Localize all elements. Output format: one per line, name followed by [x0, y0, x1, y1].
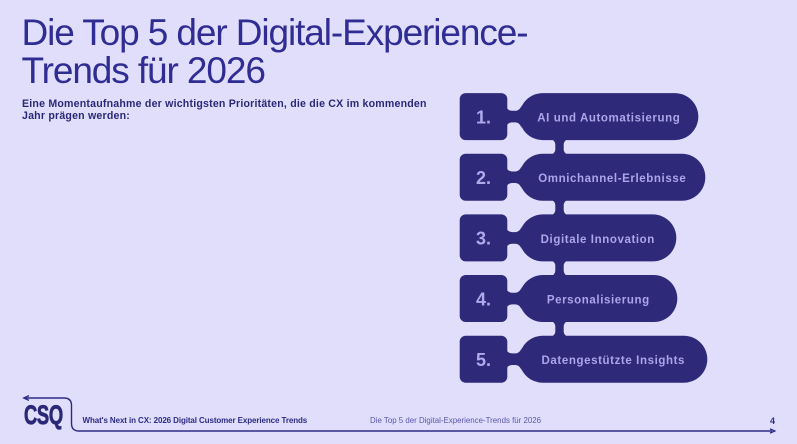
svg-text:Digitale Innovation: Digitale Innovation	[541, 234, 655, 246]
svg-text:3.: 3.	[476, 229, 491, 249]
svg-text:5.: 5.	[476, 350, 491, 370]
svg-text:1.: 1.	[476, 107, 491, 127]
svg-text:Omnichannel-Erlebnisse: Omnichannel-Erlebnisse	[538, 173, 686, 185]
svg-text:4.: 4.	[476, 289, 491, 309]
svg-text:2.: 2.	[476, 168, 491, 188]
svg-text:Datengestützte Insights: Datengestützte Insights	[542, 355, 686, 367]
svg-text:Personalisierung: Personalisierung	[547, 294, 650, 306]
svg-text:AI und Automatisierung: AI und Automatisierung	[537, 113, 680, 125]
